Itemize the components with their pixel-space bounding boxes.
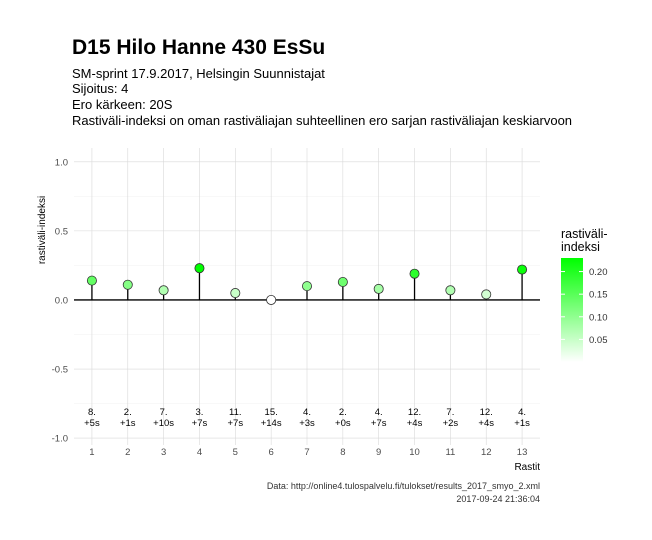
data-point xyxy=(517,264,528,275)
x-tick-label: 8 xyxy=(340,447,345,458)
data-point xyxy=(301,281,312,292)
point-rank-label: 4. xyxy=(375,407,383,418)
data-points xyxy=(86,263,528,305)
point-diff-label: +1s xyxy=(120,418,136,429)
point-diff-label: +0s xyxy=(335,418,351,429)
x-tick-label: 1 xyxy=(89,447,94,458)
color-legend: rastiväli- indeksi 0.05 0.10 0.15 0.20 xyxy=(561,227,608,362)
x-tick-label: 13 xyxy=(517,447,528,458)
x-tick-label: 6 xyxy=(269,447,274,458)
point-rank-label: 7. xyxy=(446,407,454,418)
data-point xyxy=(122,279,133,290)
caption-line-1: Data: http://online4.tulospalvelu.fi/tul… xyxy=(267,481,540,491)
y-tick-label: 0.5 xyxy=(55,226,68,237)
point-diff-label: +1s xyxy=(514,418,530,429)
chart-subtitle-line-2: Sijoitus: 4 xyxy=(72,81,128,96)
point-diff-label: +4s xyxy=(478,418,494,429)
data-point xyxy=(373,283,384,294)
point-diff-label: +14s xyxy=(261,418,282,429)
caption-line-2: 2017-09-24 21:36:04 xyxy=(456,494,540,504)
legend-ticks: 0.05 0.10 0.15 0.20 xyxy=(561,267,608,346)
y-tick-labels: -1.0 -0.5 0.0 0.5 1.0 xyxy=(52,157,68,444)
point-diff-label: +3s xyxy=(299,418,315,429)
point-rank-label: 3. xyxy=(195,407,203,418)
point-diff-label: +4s xyxy=(407,418,423,429)
data-point xyxy=(409,268,420,279)
legend-tick-label: 0.05 xyxy=(589,335,608,346)
x-tick-label: 10 xyxy=(409,447,420,458)
x-tick-label: 7 xyxy=(304,447,309,458)
point-rank-label: 4. xyxy=(518,407,526,418)
point-rank-label: 12. xyxy=(408,407,421,418)
point-diff-label: +7s xyxy=(371,418,387,429)
data-point xyxy=(230,288,241,299)
x-tick-label: 11 xyxy=(445,447,455,458)
data-point xyxy=(266,294,277,305)
point-annotations: 8.+5s2.+1s7.+10s3.+7s11.+7s15.+14s4.+3s2… xyxy=(84,407,530,429)
x-axis-label: Rastit xyxy=(514,462,540,473)
x-tick-label: 5 xyxy=(233,447,238,458)
point-rank-label: 11. xyxy=(229,407,242,418)
x-tick-label: 4 xyxy=(197,447,202,458)
point-rank-label: 4. xyxy=(303,407,311,418)
x-tick-label: 9 xyxy=(376,447,381,458)
data-point xyxy=(337,276,348,287)
x-tick-label: 2 xyxy=(125,447,130,458)
legend-tick-label: 0.20 xyxy=(589,267,608,278)
data-point xyxy=(86,275,97,286)
point-rank-label: 15. xyxy=(265,407,278,418)
legend-tick-label: 0.15 xyxy=(589,290,608,301)
point-diff-label: +5s xyxy=(84,418,100,429)
chart-subtitle-line-3: Ero kärkeen: 20S xyxy=(72,97,173,112)
y-tick-label: -1.0 xyxy=(52,434,68,445)
chart-title: D15 Hilo Hanne 430 EsSu xyxy=(72,36,325,59)
y-tick-label: 0.0 xyxy=(55,295,68,306)
point-diff-label: +2s xyxy=(443,418,459,429)
x-tick-label: 3 xyxy=(161,447,166,458)
y-tick-label: 1.0 xyxy=(55,157,68,168)
point-diff-label: +7s xyxy=(192,418,208,429)
point-rank-label: 8. xyxy=(88,407,96,418)
legend-colorbar xyxy=(561,258,583,362)
point-rank-label: 12. xyxy=(480,407,493,418)
point-diff-label: +7s xyxy=(228,418,244,429)
x-tick-labels: 1 2 3 4 5 6 7 8 9 10 11 12 13 xyxy=(89,447,527,458)
legend-tick-label: 0.10 xyxy=(589,312,608,323)
legend-title-line-1: rastiväli- xyxy=(561,227,608,241)
x-tick-label: 12 xyxy=(481,447,492,458)
legend-title-line-2: indeksi xyxy=(561,240,600,254)
data-point xyxy=(194,263,205,274)
point-rank-label: 2. xyxy=(339,407,347,418)
data-point xyxy=(158,285,169,296)
y-axis-label: rastiväli-indeksi xyxy=(37,196,48,264)
data-point xyxy=(445,285,456,296)
chart-subtitle-line-1: SM-sprint 17.9.2017, Helsingin Suunnista… xyxy=(72,66,325,81)
data-point xyxy=(481,289,492,300)
point-rank-label: 2. xyxy=(124,407,132,418)
chart-subtitle-line-4: Rastiväli-indeksi on oman rastiväliajan … xyxy=(72,113,572,128)
point-rank-label: 7. xyxy=(160,407,168,418)
point-diff-label: +10s xyxy=(153,418,174,429)
y-tick-label: -0.5 xyxy=(52,365,68,376)
